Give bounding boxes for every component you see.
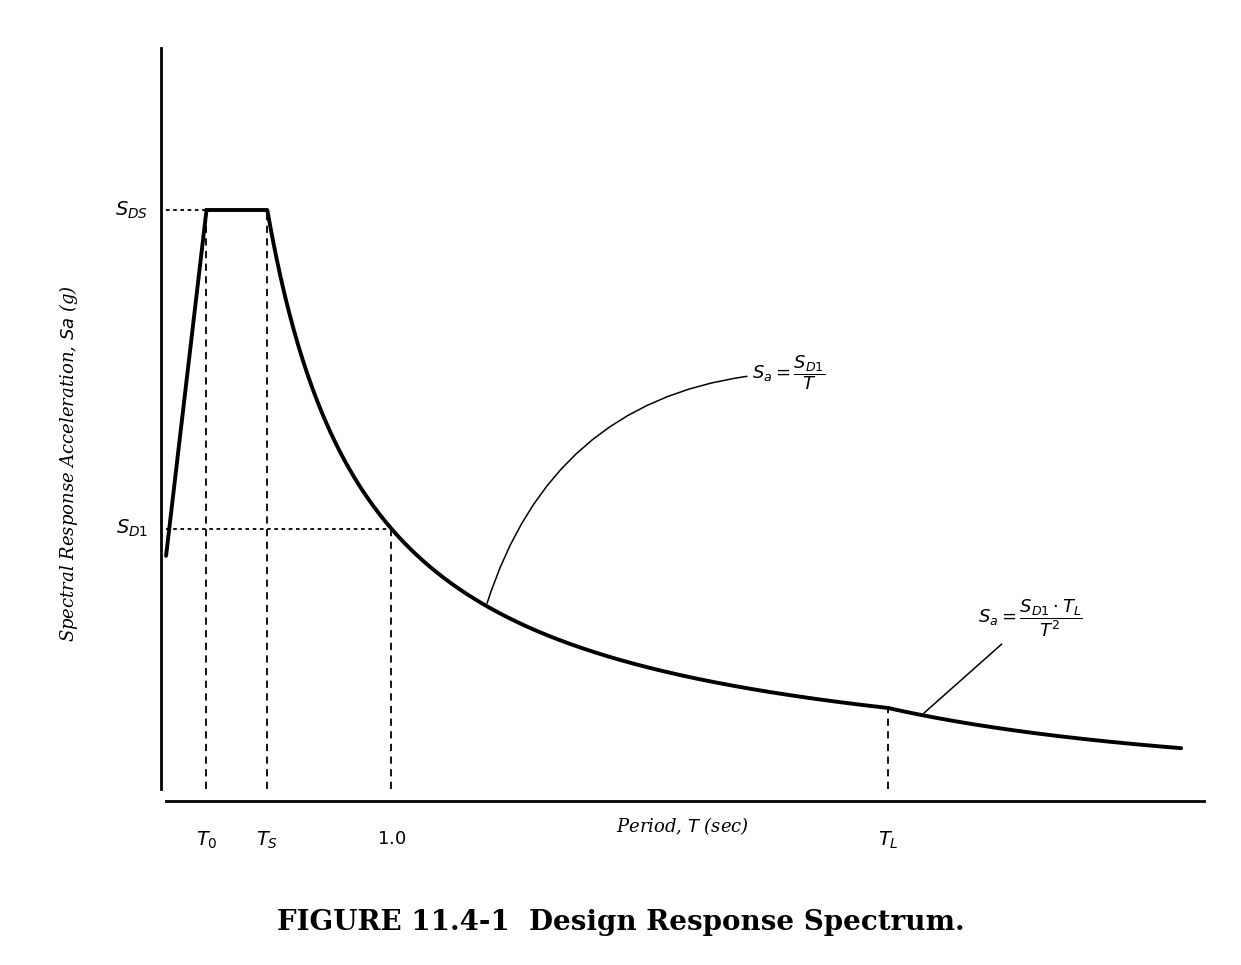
X-axis label: Period, $T$ (sec): Period, $T$ (sec) [616, 814, 750, 837]
Text: $T_0$: $T_0$ [196, 830, 217, 851]
Text: $T_L$: $T_L$ [877, 830, 898, 851]
Text: $S_a = \dfrac{S_{D1}}{T}$: $S_a = \dfrac{S_{D1}}{T}$ [486, 353, 825, 603]
Text: $S_a = \dfrac{S_{D1} \cdot T_L}{T^2}$: $S_a = \dfrac{S_{D1} \cdot T_L}{T^2}$ [923, 597, 1082, 713]
Text: $S_{D1}$: $S_{D1}$ [115, 518, 148, 539]
Text: $T_S$: $T_S$ [257, 830, 278, 851]
Text: $S_{DS}$: $S_{DS}$ [114, 200, 148, 221]
Text: Spectral Response Acceleration, $Sa$ (g): Spectral Response Acceleration, $Sa$ (g) [57, 285, 79, 642]
Text: FIGURE 11.4-1  Design Response Spectrum.: FIGURE 11.4-1 Design Response Spectrum. [277, 909, 964, 936]
Text: $1.0$: $1.0$ [377, 830, 406, 848]
